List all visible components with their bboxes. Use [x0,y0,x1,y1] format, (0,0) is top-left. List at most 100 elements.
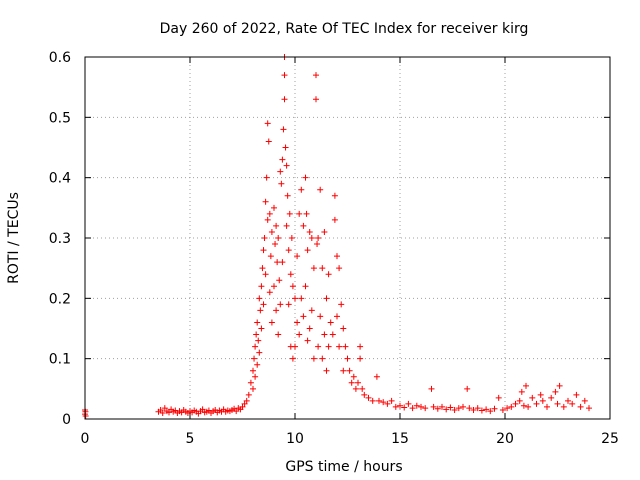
data-point [495,394,502,401]
data-point [245,391,252,398]
data-point [418,403,424,410]
data-point [373,373,380,380]
data-point [261,235,268,241]
data-point [296,210,303,217]
data-point [303,210,310,217]
data-points [82,54,592,419]
data-point [252,373,259,380]
data-point [251,355,258,362]
data-point [361,391,368,398]
data-point [277,301,284,308]
data-point [157,406,164,413]
data-point [560,403,567,410]
data-point [464,385,471,392]
data-point [409,405,416,412]
data-point [565,397,571,404]
data-point [308,235,315,241]
data-point [359,385,366,392]
data-point [298,186,305,193]
data-point [313,96,319,103]
data-point [405,400,412,407]
data-point [266,289,273,296]
data-point [243,397,250,404]
data-point [271,283,277,290]
data-point [253,331,260,338]
y-tick-label: 0.4 [49,171,71,187]
axis-ticks: 0 5 10 15 20 25 0 0.1 0.2 0.3 0.4 0.5 0.6 [49,50,619,447]
data-point [338,301,345,308]
data-point [573,391,580,398]
data-point [310,265,317,272]
data-point [586,405,592,412]
data-point [302,174,309,181]
data-point [252,343,259,350]
data-point [304,337,311,344]
data-point [283,222,290,229]
data-point [319,355,326,362]
data-point [569,400,576,407]
data-point [161,405,168,412]
data-point [340,367,347,374]
data-point [451,406,458,413]
x-axis-label: GPS time / hours [285,459,402,475]
data-point [455,405,462,412]
data-point [254,361,261,368]
y-axis-label: ROTI / TECUs [6,192,22,284]
data-point [365,394,372,401]
data-point [548,394,555,401]
data-point [443,406,450,413]
data-point [336,265,343,272]
data-point [319,265,326,272]
data-point [300,313,307,320]
data-point [276,277,283,284]
data-point [355,379,361,386]
data-point [300,222,307,229]
data-point [239,403,246,410]
data-point [281,72,288,79]
data-point [533,400,540,407]
data-point [282,144,289,151]
data-point [273,307,280,314]
data-point [434,405,441,412]
x-tick-label: 5 [186,431,195,447]
data-point [274,259,281,266]
data-point [544,403,550,410]
x-tick-label: 0 [81,431,90,447]
data-point [277,168,284,175]
data-point [327,319,334,326]
x-tick-label: 10 [286,431,304,447]
x-tick-label: 20 [496,431,514,447]
data-point [581,397,588,404]
data-point [250,367,256,374]
x-tick-label: 25 [601,431,619,447]
data-point [554,400,561,407]
data-point [336,343,343,350]
y-tick-label: 0 [62,412,71,428]
plot-frame [84,56,611,420]
data-point [323,295,330,302]
data-point [292,295,298,302]
data-point [266,210,273,217]
data-point [256,349,263,356]
data-point [273,222,280,229]
data-point [334,253,340,260]
data-point [275,235,282,241]
data-point [271,204,277,211]
data-point [523,382,529,389]
data-point [313,72,319,79]
data-point [321,228,328,235]
data-point [315,235,322,241]
data-point [340,325,347,332]
data-point [285,247,292,254]
data-point [258,325,265,332]
data-point [256,295,263,302]
data-point [334,313,340,320]
data-point [478,407,485,414]
data-point [323,367,330,374]
data-point [357,343,364,350]
data-point [487,408,494,415]
data-point [254,319,261,326]
data-point [317,186,324,193]
data-point [447,404,454,411]
data-point [233,408,240,415]
